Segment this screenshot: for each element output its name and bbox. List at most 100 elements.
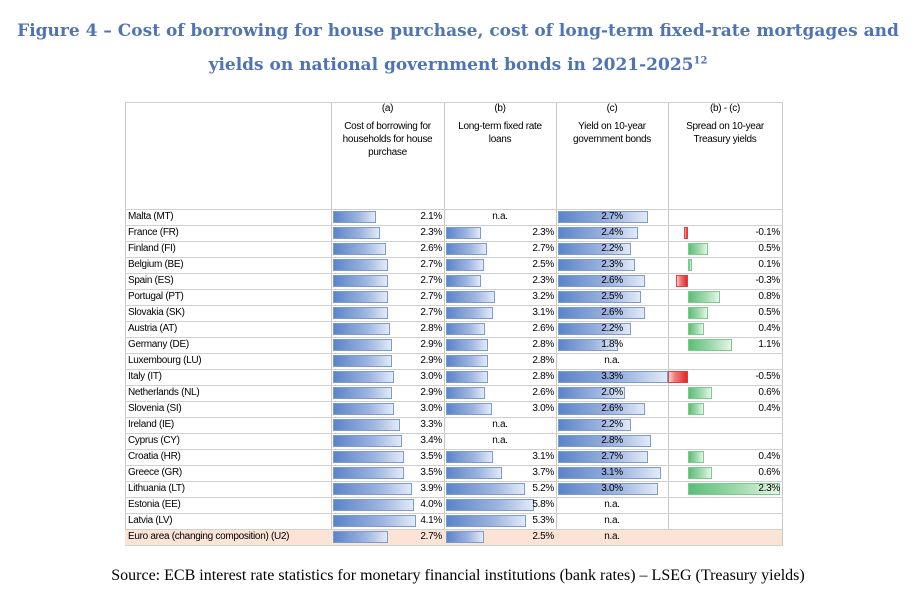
bar-spread-positive [688,451,704,463]
bar-cost-of-borrowing [333,227,380,239]
value-spread: -0.1% [755,227,780,238]
value-fixed-rate-loans: 2.8% [532,371,554,382]
row-divider [125,481,783,482]
bar-cost-of-borrowing [333,259,388,271]
bar-fixed-rate-loans [446,483,525,495]
bar-fixed-rate-loans [446,371,489,383]
column-divider [782,102,783,545]
value-fixed-rate-loans: 5.3% [532,515,554,526]
row-divider [125,321,783,322]
bar-fixed-rate-loans [446,307,494,319]
value-spread: 1.1% [758,339,780,350]
bar-fixed-rate-loans [446,275,481,287]
value-government-bond-yield: n.a. [604,515,620,526]
bar-government-bond-yield [558,467,662,479]
row-divider [125,433,783,434]
table-top-border [125,102,783,103]
bar-spread-positive [688,243,708,255]
bar-fixed-rate-loans [446,339,489,351]
value-spread: 0.4% [758,323,780,334]
bar-spread-positive [688,323,704,335]
value-cost-of-borrowing: 3.4% [420,435,442,446]
bar-spread-positive [688,483,780,495]
bar-government-bond-yield [558,307,645,319]
country-name: Greece (GR) [128,467,182,478]
bar-spread-positive [688,291,720,303]
value-fixed-rate-loans: n.a. [492,211,508,222]
value-government-bond-yield: 1.8% [601,339,623,350]
value-government-bond-yield: 2.2% [601,419,623,430]
bar-government-bond-yield [558,275,645,287]
bar-cost-of-borrowing [333,499,414,511]
bar-cost-of-borrowing [333,467,404,479]
bar-cost-of-borrowing [333,307,388,319]
bar-cost-of-borrowing [333,515,416,527]
row-divider [125,273,783,274]
value-cost-of-borrowing: 2.6% [420,243,442,254]
value-spread: 0.5% [758,243,780,254]
bar-cost-of-borrowing [333,355,392,367]
value-government-bond-yield: 2.4% [601,227,623,238]
bar-cost-of-borrowing [333,323,390,335]
value-spread: 0.5% [758,307,780,318]
bar-government-bond-yield [558,451,648,463]
bar-spread-positive [688,339,732,351]
value-fixed-rate-loans: 2.3% [532,227,554,238]
country-name: France (FR) [128,227,179,238]
value-fixed-rate-loans: n.a. [492,419,508,430]
bar-fixed-rate-loans [446,323,486,335]
country-name: Slovakia (SK) [128,307,185,318]
country-name: Croatia (HR) [128,451,181,462]
value-cost-of-borrowing: 4.1% [420,515,442,526]
column-divider [668,102,669,545]
figure-title-line2: yields on national government bonds in 2… [0,55,916,75]
column-divider [331,102,332,545]
column-code: (b) - (c) [709,103,741,114]
bar-government-bond-yield [558,339,618,351]
bar-cost-of-borrowing [333,339,392,351]
value-fixed-rate-loans: 2.3% [532,275,554,286]
row-divider [125,241,783,242]
value-fixed-rate-loans: 3.7% [532,467,554,478]
value-cost-of-borrowing: 2.7% [420,275,442,286]
row-divider [125,513,783,514]
bar-fixed-rate-loans [446,451,494,463]
bar-fixed-rate-loans [446,515,527,527]
column-code: (b) [494,103,506,114]
bar-cost-of-borrowing [333,531,388,543]
bar-fixed-rate-loans [446,467,503,479]
value-fixed-rate-loans: 2.6% [532,387,554,398]
value-cost-of-borrowing: 4.0% [420,499,442,510]
value-cost-of-borrowing: 3.9% [420,483,442,494]
bar-fixed-rate-loans [446,387,486,399]
bar-government-bond-yield [558,387,625,399]
row-divider [125,337,783,338]
country-name: Portugal (PT) [128,291,184,302]
column-divider [444,102,445,545]
value-spread: -0.5% [755,371,780,382]
country-name: Spain (ES) [128,275,174,286]
bar-cost-of-borrowing [333,403,394,415]
bar-spread-positive [688,467,712,479]
bar-government-bond-yield [558,403,645,415]
bar-government-bond-yield [558,211,648,223]
value-government-bond-yield: 2.6% [601,307,623,318]
row-divider [125,449,783,450]
bar-fixed-rate-loans [446,259,484,271]
country-name: Luxembourg (LU) [128,355,202,366]
value-spread: 0.8% [758,291,780,302]
bar-fixed-rate-loans [446,243,487,255]
value-spread: -0.3% [755,275,780,286]
bar-cost-of-borrowing [333,243,386,255]
value-government-bond-yield: 2.5% [601,291,623,302]
bar-fixed-rate-loans [446,227,481,239]
row-divider [125,497,783,498]
bar-fixed-rate-loans [446,499,534,511]
country-name: Slovenia (SI) [128,403,182,414]
bar-spread-negative [684,227,688,239]
value-government-bond-yield: 2.8% [601,435,623,446]
value-cost-of-borrowing: 3.5% [420,467,442,478]
value-fixed-rate-loans: 2.5% [532,531,554,542]
country-name: Euro area (changing composition) (U2) [128,531,290,542]
value-fixed-rate-loans: 2.8% [532,339,554,350]
